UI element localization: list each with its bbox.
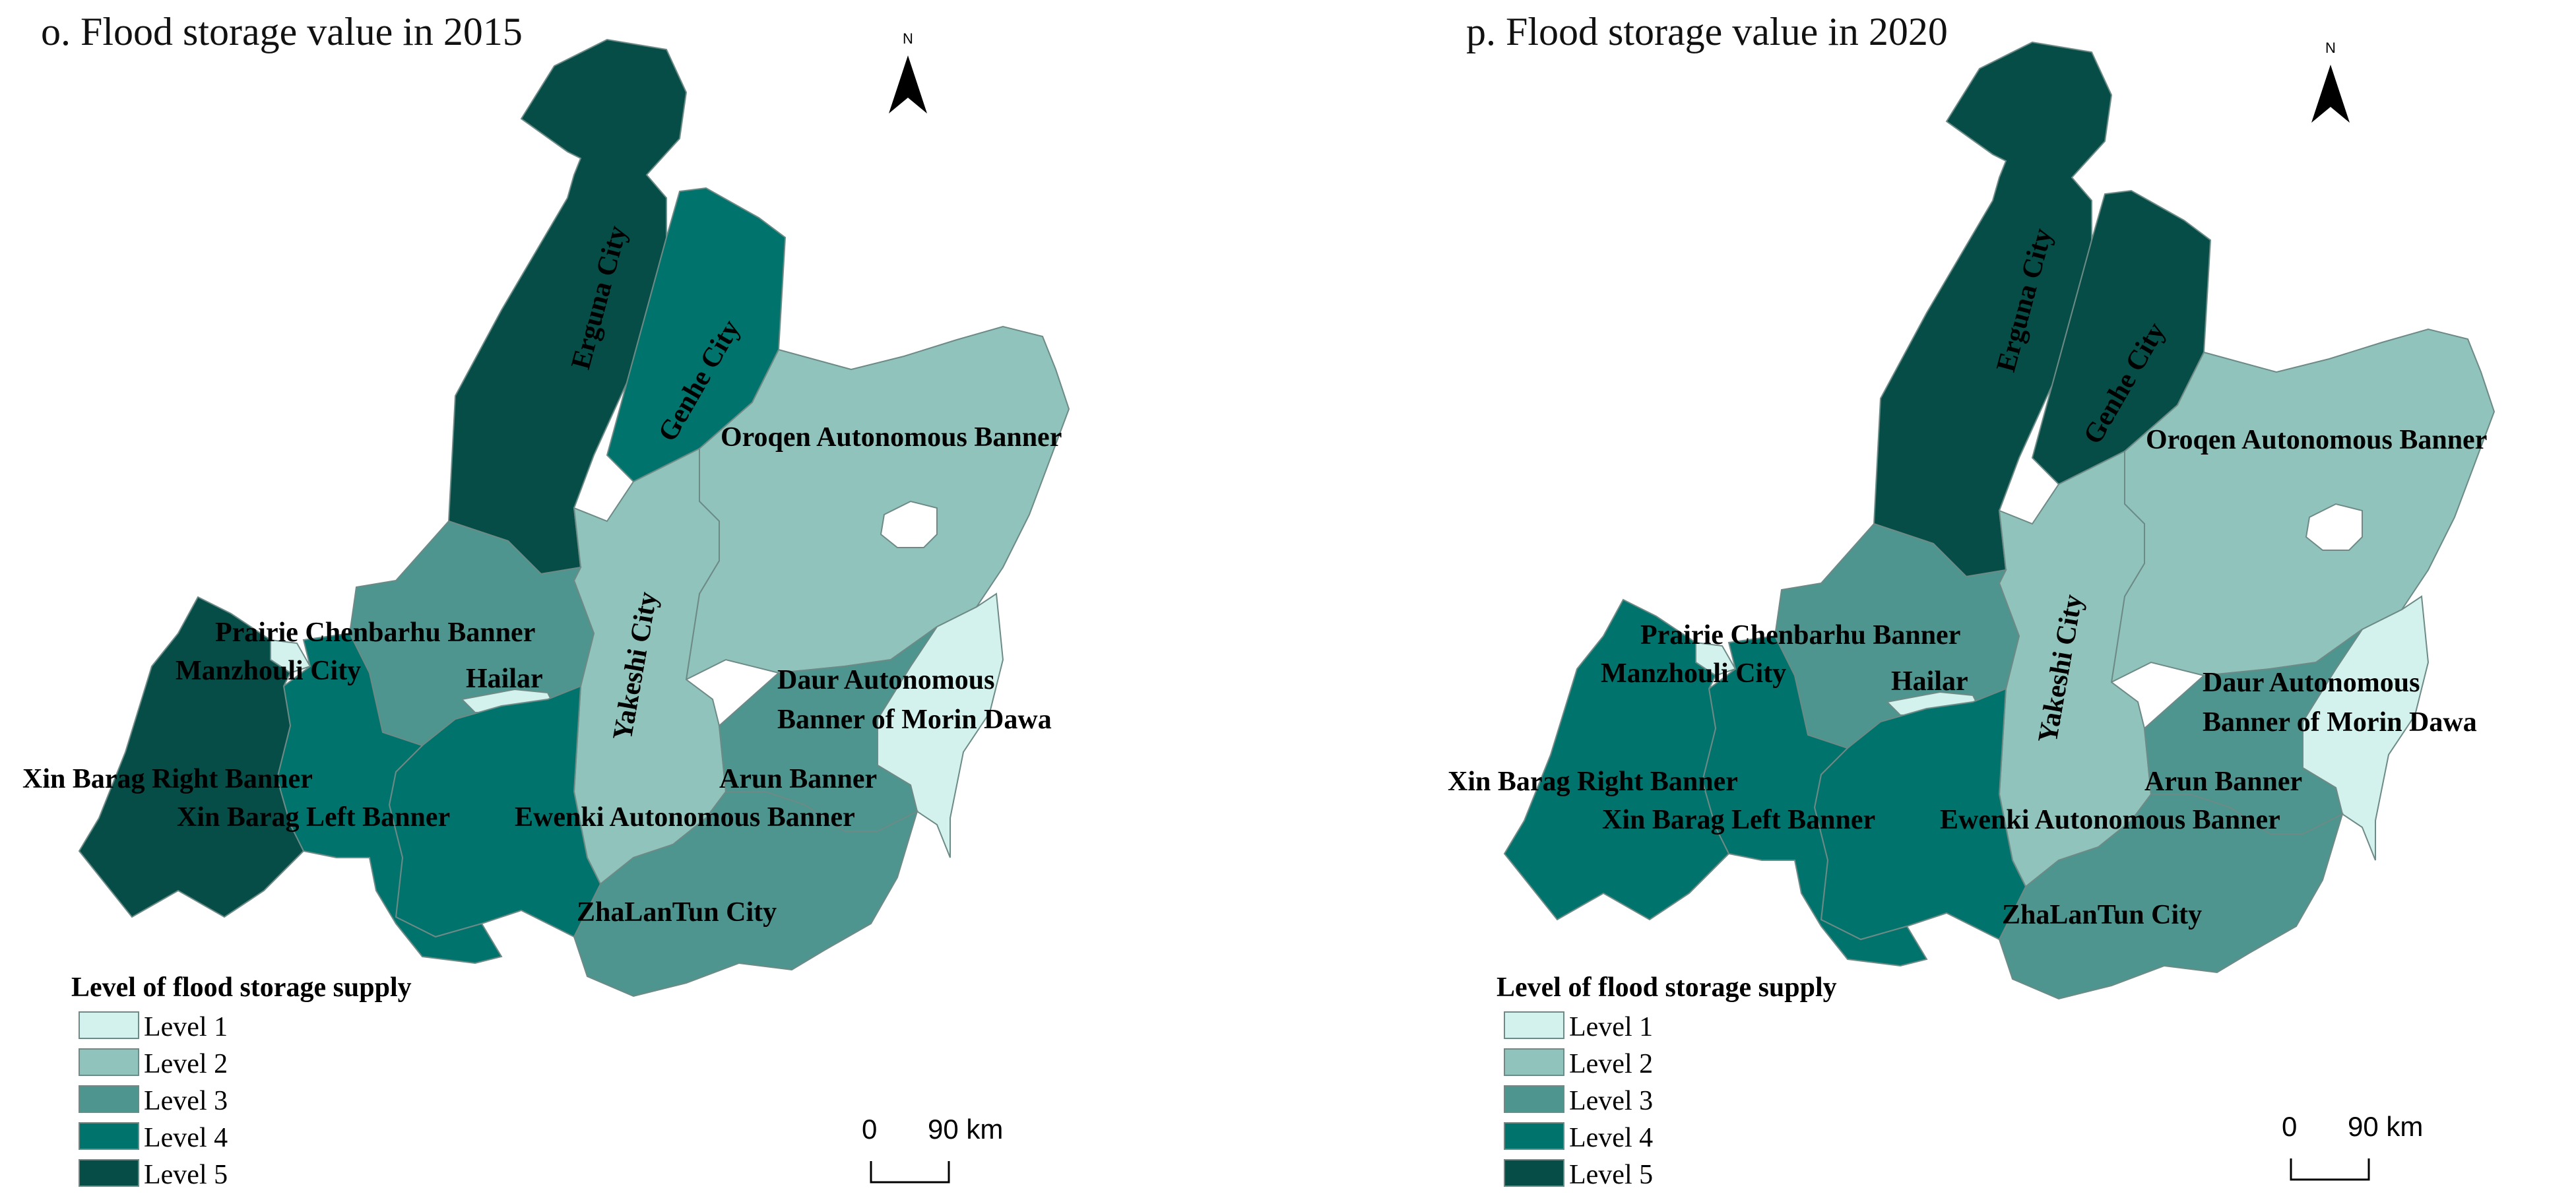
label-oroqen-2015: Oroqen Autonomous Banner — [721, 422, 1062, 453]
label-oroqen-2020: Oroqen Autonomous Banner — [2146, 425, 2487, 455]
legend-label-level4: Level 4 — [1569, 1123, 1653, 1153]
north-arrow-2015: N — [889, 30, 927, 113]
map-regions-2015 — [78, 38, 1070, 997]
region-xinbarag-right-2020 — [1503, 598, 1730, 921]
legend-label-level2: Level 2 — [144, 1049, 228, 1079]
legend-label-level5: Level 5 — [144, 1160, 228, 1190]
label-ewenki-2020: Ewenki Autonomous Banner — [1940, 805, 2280, 835]
scale-zero-2020: 0 — [2282, 1111, 2297, 1142]
label-daur-line2-2020: Banner of Morin Dawa — [2203, 707, 2477, 738]
label-manzhouli-2015: Manzhouli City — [176, 656, 361, 686]
label-xinbarag-left-2015: Xin Barag Left Banner — [177, 802, 450, 833]
legend-label-level1: Level 1 — [1569, 1012, 1653, 1042]
map-panel-2015: o. Flood storage value in 2015 Erguna Ci… — [22, 10, 1070, 1190]
legend-swatch-level5 — [79, 1159, 139, 1187]
map-regions-2020 — [1503, 41, 2496, 1000]
legend-label-level1: Level 1 — [144, 1012, 228, 1042]
legend-2020: Level of flood storage supply Level 1 Le… — [1497, 972, 1837, 1190]
legend-item-level2-2015: Level 2 — [79, 1048, 228, 1079]
legend-swatch-level4 — [79, 1122, 139, 1150]
white-gap-2020 — [2305, 503, 2363, 551]
legend-title-2015: Level of flood storage supply — [71, 972, 412, 1003]
region-erguna-2015 — [447, 38, 688, 575]
label-arun-2015: Arun Banner — [719, 764, 877, 794]
label-xinbarag-left-2020: Xin Barag Left Banner — [1602, 805, 1875, 835]
label-xinbarag-right-2020: Xin Barag Right Banner — [1448, 767, 1738, 797]
legend-swatch-level3 — [79, 1085, 139, 1113]
legend-item-level5-2015: Level 5 — [79, 1159, 228, 1190]
legend-swatch-level3 — [1504, 1085, 1564, 1113]
region-erguna-2020 — [1873, 41, 2113, 578]
legend-swatch-level1 — [1504, 1011, 1564, 1039]
legend-swatch-level1 — [79, 1011, 139, 1039]
label-zhalantun-2015: ZhaLanTun City — [577, 897, 777, 928]
region-zhalantun-2015 — [573, 791, 918, 997]
legend-item-level3-2020: Level 3 — [1504, 1085, 1653, 1116]
legend-item-level1-2020: Level 1 — [1504, 1011, 1653, 1042]
scale-bar-line-2015 — [870, 1161, 950, 1184]
legend-item-level1-2015: Level 1 — [79, 1011, 228, 1042]
legend-swatch-level2 — [1504, 1048, 1564, 1076]
region-zhalantun-2020 — [1998, 794, 2344, 1000]
label-hailar-2015: Hailar — [466, 664, 543, 694]
label-chenbarhu-2015: Prairie Chenbarhu Banner — [215, 617, 535, 648]
legend-item-level3-2015: Level 3 — [79, 1085, 228, 1116]
label-manzhouli-2020: Manzhouli City — [1601, 658, 1786, 689]
scale-zero-2015: 0 — [862, 1114, 877, 1145]
legend-item-level2-2020: Level 2 — [1504, 1048, 1653, 1079]
label-xinbarag-right-2015: Xin Barag Right Banner — [22, 764, 313, 794]
label-daur-line1-2015: Daur Autonomous — [777, 665, 994, 695]
region-labels-2020: Erguna City Genhe City Oroqen Autonomous… — [1448, 225, 2487, 930]
legend-swatch-level4 — [1504, 1122, 1564, 1150]
scale-bar-line-2020 — [2290, 1158, 2370, 1181]
label-daur-line2-2015: Banner of Morin Dawa — [777, 705, 1052, 735]
region-xinbarag-right-2015 — [78, 596, 305, 918]
legend-item-level4-2015: Level 4 — [79, 1122, 228, 1153]
legend-item-level5-2020: Level 5 — [1504, 1159, 1653, 1190]
panel-title-2020: p. Flood storage value in 2020 — [1466, 10, 1948, 53]
legend-item-level4-2020: Level 4 — [1504, 1122, 1653, 1153]
north-arrow-2020: N — [2311, 40, 2350, 123]
legend-title-2020: Level of flood storage supply — [1497, 972, 1837, 1003]
legend-label-level3: Level 3 — [144, 1086, 228, 1116]
legend-swatch-level5 — [1504, 1159, 1564, 1187]
north-arrow-icon — [889, 55, 927, 113]
scale-distance-2015: 90 km — [928, 1114, 1003, 1145]
scale-bar-2020: 0 90 km — [2282, 1111, 2423, 1181]
legend-swatch-level2 — [79, 1048, 139, 1076]
label-zhalantun-2020: ZhaLanTun City — [2002, 900, 2202, 930]
panel-title-2015: o. Flood storage value in 2015 — [41, 10, 523, 53]
scale-bar-2015: 0 90 km — [862, 1114, 1003, 1184]
north-label-2020: N — [2325, 40, 2336, 56]
label-chenbarhu-2020: Prairie Chenbarhu Banner — [1640, 620, 1960, 650]
label-hailar-2020: Hailar — [1891, 666, 1968, 697]
legend-label-level3: Level 3 — [1569, 1086, 1653, 1116]
label-daur-line1-2020: Daur Autonomous — [2203, 668, 2420, 698]
label-ewenki-2015: Ewenki Autonomous Banner — [515, 802, 855, 833]
north-arrow-icon — [2311, 65, 2350, 123]
white-gap-2015 — [880, 500, 938, 548]
map-panel-2020: p. Flood storage value in 2020 Erguna Ci… — [1448, 10, 2496, 1190]
label-arun-2020: Arun Banner — [2144, 767, 2302, 797]
north-label-2015: N — [903, 30, 913, 47]
legend-label-level2: Level 2 — [1569, 1049, 1653, 1079]
legend-label-level4: Level 4 — [144, 1123, 228, 1153]
scale-distance-2020: 90 km — [2348, 1111, 2423, 1142]
legend-2015: Level of flood storage supply Level 1 Le… — [71, 972, 412, 1190]
legend-label-level5: Level 5 — [1569, 1160, 1653, 1190]
